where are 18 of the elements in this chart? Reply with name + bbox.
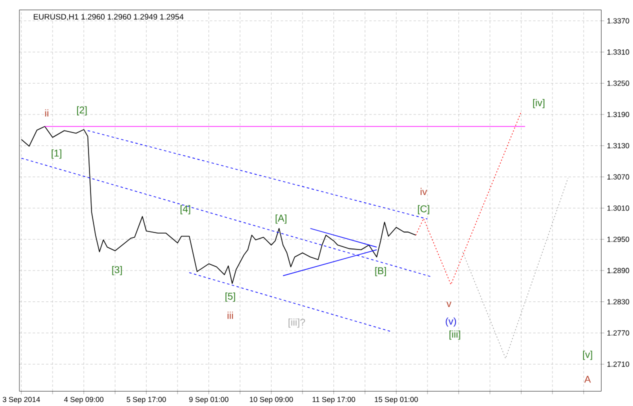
annotation: [B] — [375, 266, 386, 276]
annotation: ii — [45, 109, 48, 116]
annotation: iii — [228, 312, 233, 319]
annotation: v — [446, 302, 452, 307]
annotation: [iii] — [449, 330, 460, 340]
annotation: [1] — [52, 149, 62, 159]
annotation: [iii]? — [288, 318, 306, 328]
annotation: (v) — [446, 317, 456, 327]
annotation: [C] — [418, 205, 430, 214]
annotation: [iv] — [533, 98, 544, 108]
annotation: [4] — [180, 205, 190, 214]
annotation: [2] — [77, 106, 87, 116]
annotation: [3] — [112, 266, 122, 276]
annotation: iv — [420, 188, 428, 196]
annotation: [5] — [225, 292, 236, 302]
annotation: A — [584, 376, 591, 383]
annotation: [v] — [583, 350, 592, 360]
annotation: [A] — [276, 214, 286, 224]
